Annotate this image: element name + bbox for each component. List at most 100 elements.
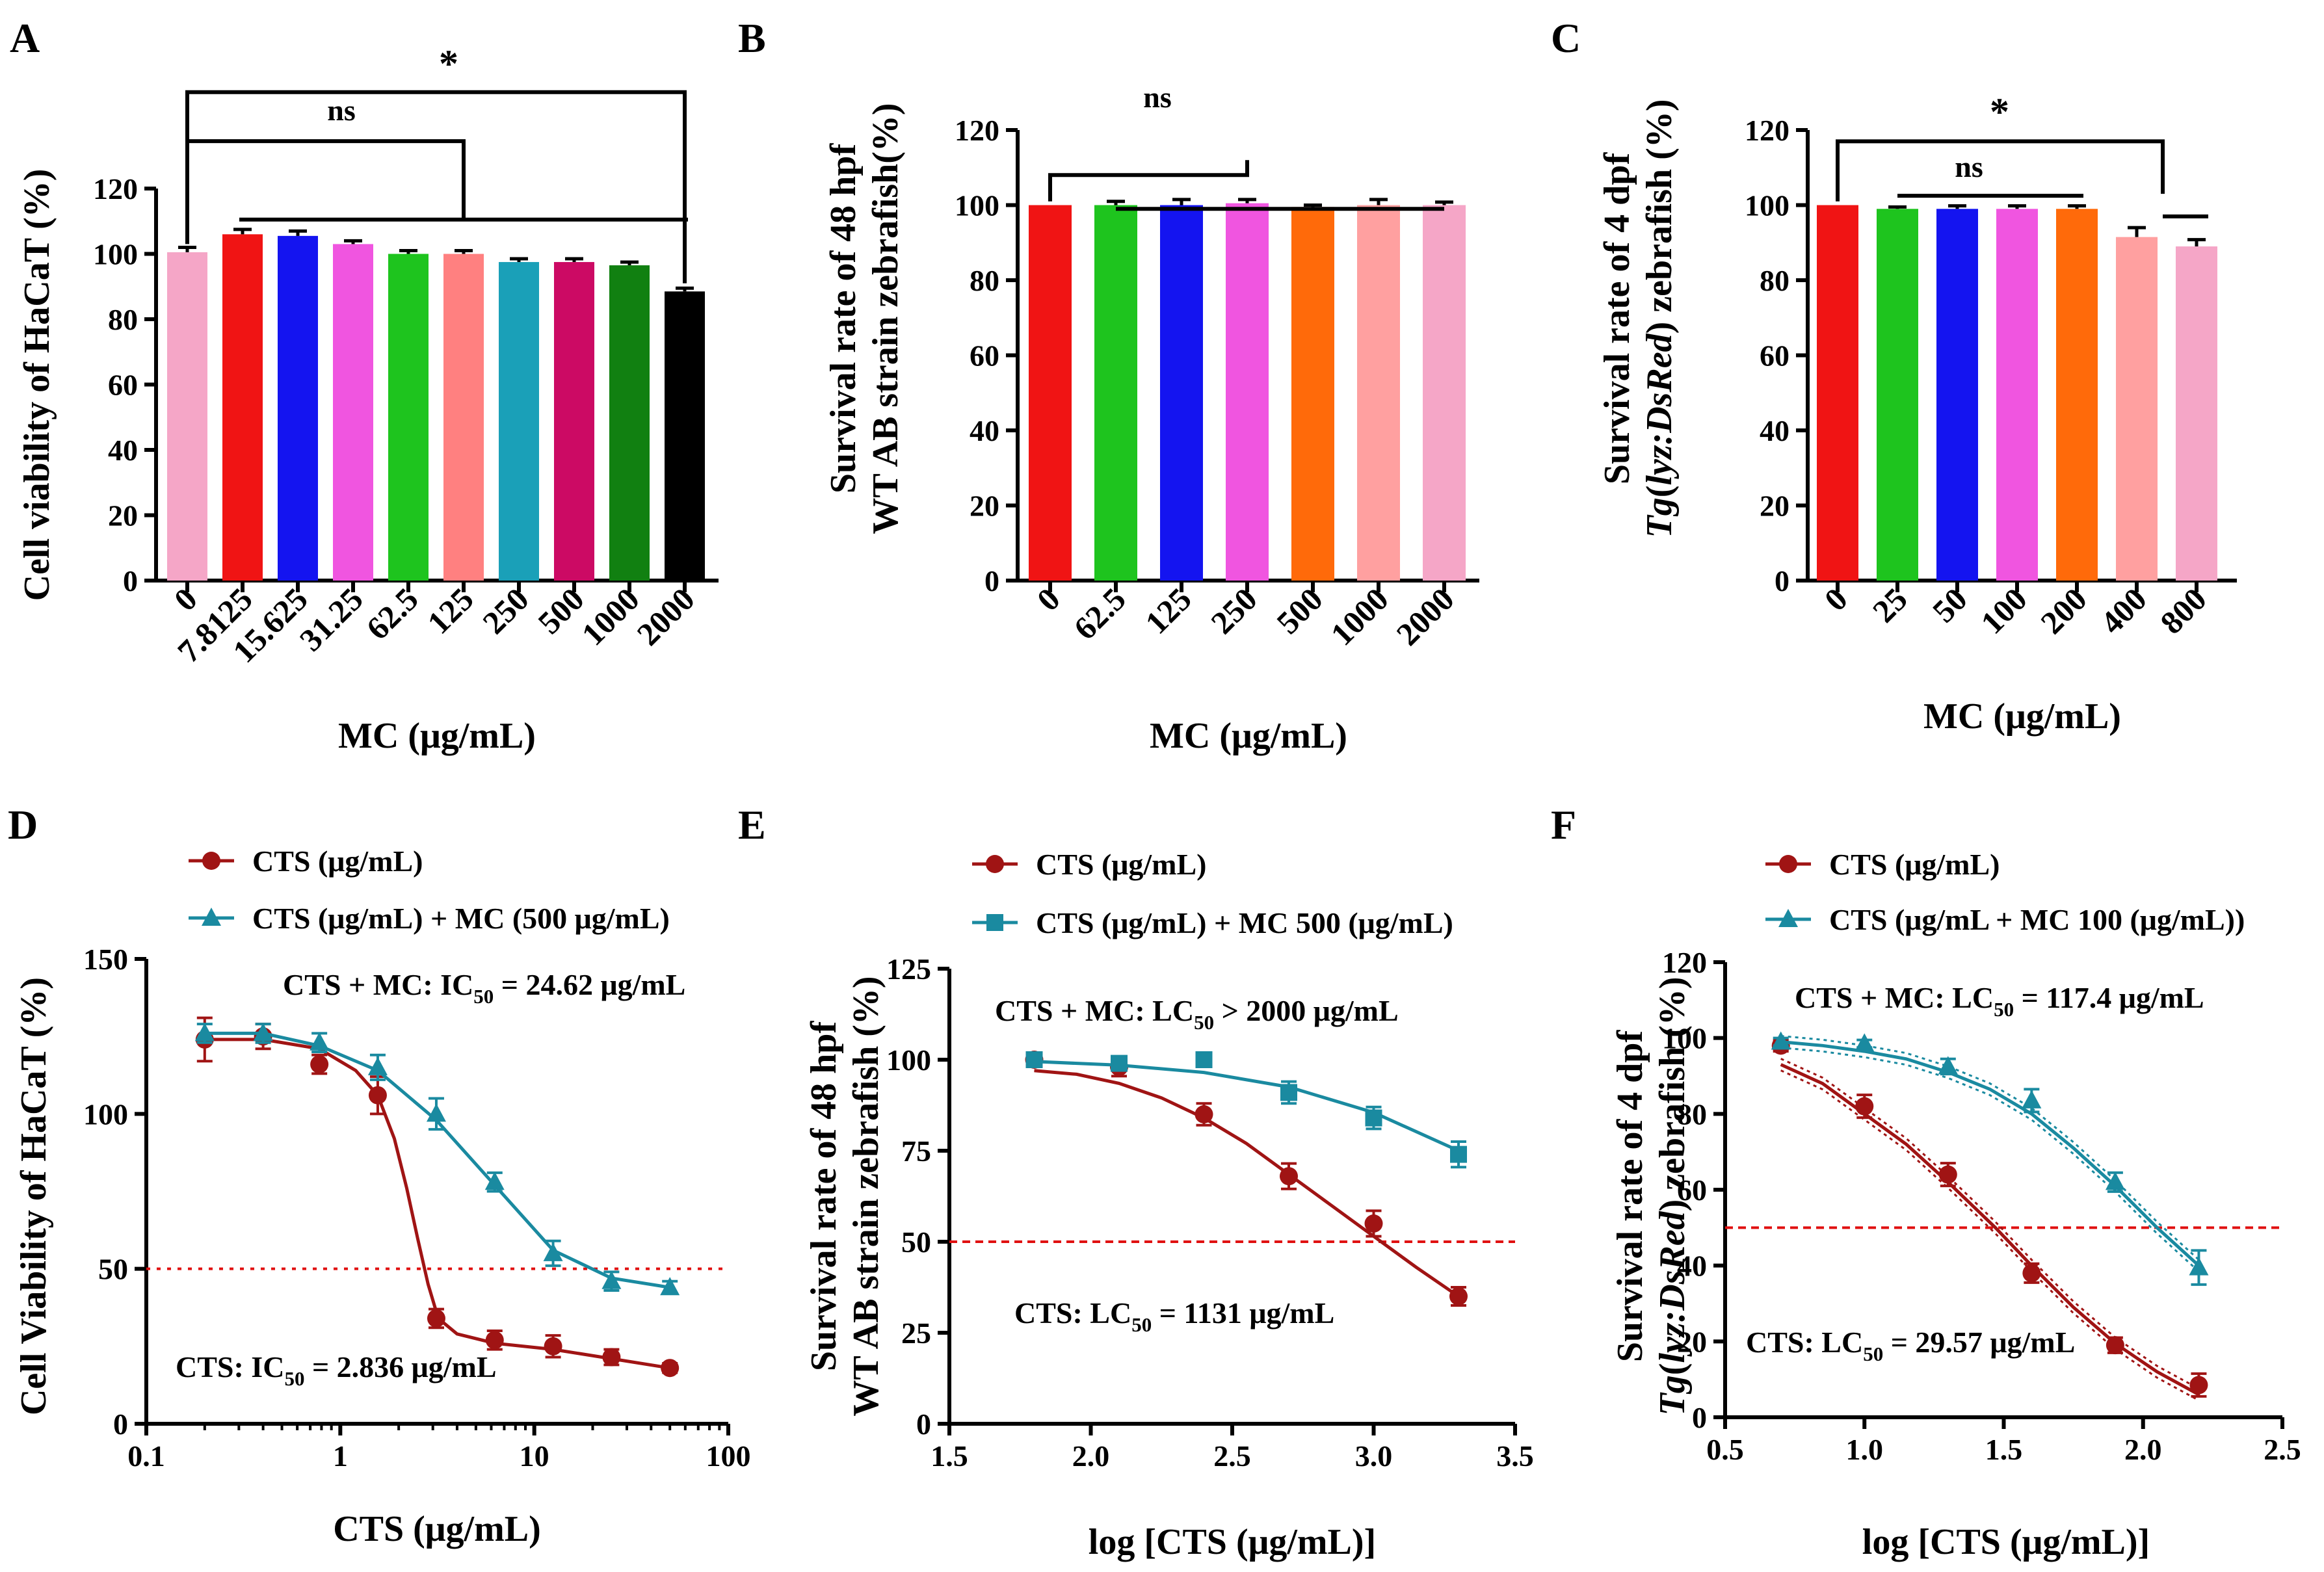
panel-a-bar	[333, 244, 373, 581]
panel-e-y-tick-label: 125	[886, 952, 931, 986]
panel-f-y-label-line1: Survival rate of 4 dpf	[1610, 1030, 1650, 1363]
panel-a-y-tick-label: 80	[108, 303, 138, 336]
panel-f-cts-mc-ci-lower	[1780, 1047, 2200, 1272]
panel-b-y-label-line1: Survival rate of 48 hpf	[823, 143, 864, 494]
panel-d-x-tick-label: 1	[333, 1439, 348, 1473]
panel-f-y-label-line2: Tg(lyz:DsRed) zebrafish (%)	[1652, 977, 1693, 1416]
panel-a-letter: A	[10, 15, 40, 61]
panel-a-bar	[443, 254, 484, 581]
text-span: Tg	[1652, 1375, 1693, 1415]
panel-d-cts-point	[310, 1055, 329, 1074]
panel-e-cts-mc-point	[1280, 1084, 1297, 1101]
panel-d-x-tick-label: 10	[520, 1439, 549, 1473]
panel-f-y-tick-label: 120	[1662, 946, 1707, 979]
panel-b-x-tick-label: 62.5	[1066, 581, 1132, 646]
text-span: Tg	[1639, 497, 1680, 538]
panel-d-cts-mc-point	[601, 1270, 622, 1289]
text-span: = 24.62 μg/mL	[494, 968, 685, 1001]
panel-b-y-tick-label: 60	[970, 339, 999, 373]
panel-f-cts-mc-point	[1855, 1033, 1875, 1052]
panel-f-y-tick-label: 60	[1677, 1173, 1707, 1207]
panel-f-cts-mc-point	[2022, 1090, 2042, 1108]
panel-f-x-tick-label: 1.0	[1846, 1433, 1884, 1466]
text-span: 50	[1131, 1313, 1152, 1336]
panel-f-x-tick-label: 1.5	[1985, 1433, 2023, 1466]
panel-f-cts-mc-point	[1938, 1056, 1958, 1075]
panel-f-cts-point	[2022, 1264, 2041, 1283]
panel-e-letter: E	[738, 802, 766, 848]
text-span: = 29.57 μg/mL	[1883, 1326, 2075, 1359]
panel-d-cts-mc-point	[367, 1056, 388, 1075]
panel-c-x-tick-label: 200	[2033, 581, 2094, 641]
panel-b-ns-label: ns	[1143, 81, 1171, 114]
panel-f-cts-mc-point	[1771, 1031, 1791, 1050]
panel-f-y-tick-label: 0	[1692, 1401, 1707, 1434]
panel-d-x-tick-label: 100	[706, 1439, 751, 1473]
panel-a-y-label: Cell viability of HaCaT (%)	[17, 169, 57, 601]
panel-f-cts-mc-fit-line	[1780, 1040, 2200, 1267]
panel-a-x-tick-label: 2000	[629, 581, 701, 652]
panel-b-bar	[1094, 205, 1137, 581]
panel-e-cts-legend-marker	[986, 855, 1004, 873]
panel-e-cts-mc-point	[1365, 1109, 1382, 1127]
panel-d-letter: D	[8, 802, 38, 848]
panel-f-y-tick-label: 40	[1677, 1250, 1707, 1283]
panel-a-star-label: *	[439, 42, 458, 85]
panel-c-x-label: MC (μg/mL)	[1923, 696, 2121, 737]
panel-c-y-tick-label: 80	[1760, 264, 1789, 297]
panel-d-y-tick-label: 0	[113, 1408, 128, 1441]
panel-e-cts-mc-fit-line	[1034, 1060, 1460, 1153]
panel-c-y-tick-label: 0	[1775, 564, 1789, 597]
panel-e-cts-fit-line	[1034, 1069, 1460, 1298]
text-span: CTS + MC: LC	[995, 994, 1194, 1027]
panel-a-bar	[222, 234, 263, 581]
panel-c-bar	[2056, 209, 2098, 581]
panel-c-x-tick-label: 400	[2093, 581, 2154, 641]
panel-a-bar	[609, 265, 650, 581]
panel-a-x-tick-label: 31.25	[293, 581, 370, 658]
text-span: CTS + MC: IC	[283, 968, 473, 1001]
panel-a-bar	[554, 262, 594, 581]
panel-c-bar	[2116, 237, 2158, 581]
panel-a-ns-bracket	[185, 139, 466, 244]
panel-e-annotation-cts: CTS: LC50 = 1131 μg/mL	[1014, 1296, 1334, 1336]
panel-b-y-tick-label: 40	[970, 414, 999, 447]
panel-d-cts-mc-point	[310, 1032, 330, 1051]
panel-f-letter: F	[1551, 802, 1576, 848]
text-span: (	[1639, 486, 1680, 498]
panel-d-cts-mc-point	[660, 1277, 680, 1296]
panel-c-x-tick-label: 50	[1925, 581, 1974, 629]
panel-d-cts-mc-point	[194, 1023, 215, 1041]
panel-d-cts-fit-line	[204, 1038, 670, 1370]
panel-e-cts-legend-label: CTS (μg/mL)	[1036, 848, 1206, 881]
panel-e-cts-mc-point	[1111, 1055, 1128, 1072]
panel-e-cts-point	[1449, 1287, 1468, 1305]
panel-a-x-tick-label: 125	[420, 581, 481, 641]
panel-e-y-label-line2: WT AB strain zebrafish (%)	[846, 976, 886, 1416]
panel-d-cts-point	[427, 1309, 445, 1328]
panel-d-cts-mc-fit-line	[204, 1031, 670, 1289]
panel-b-x-tick-label: 2000	[1389, 581, 1460, 652]
panel-d-cts-mc-point	[543, 1242, 563, 1261]
panel-e-annotation-cts-mc: CTS + MC: LC50 > 2000 μg/mL	[995, 994, 1399, 1034]
panel-e-y-tick-label: 25	[901, 1317, 931, 1350]
panel-b-bar	[1160, 205, 1203, 581]
panel-f-cts-mc-point	[2189, 1257, 2209, 1276]
panel-f-y-tick-label: 20	[1677, 1325, 1707, 1358]
panel-c-bar	[1996, 209, 2038, 581]
panel-f-y-tick-label: 100	[1662, 1022, 1707, 1055]
panel-c-y-label-line2: Tg(lyz:DsRed) zebrafish (%)	[1639, 99, 1680, 538]
panel-c-bar	[1936, 209, 1978, 581]
panel-f-cts-point	[2106, 1336, 2124, 1355]
panel-d-cts-point	[485, 1331, 504, 1350]
text-span: 50	[1994, 998, 2014, 1021]
panel-b-y-tick-label: 20	[970, 490, 999, 523]
panel-d-x-label: CTS (μg/mL)	[333, 1509, 541, 1549]
panel-a-x-tick-label: 1000	[574, 581, 646, 652]
text-span: > 2000 μg/mL	[1214, 994, 1399, 1027]
panel-f-cts-mc-point	[2105, 1172, 2125, 1190]
panel-f-x-label: log [CTS (μg/mL)]	[1862, 1522, 2150, 1562]
panel-b-x-tick-label: 125	[1138, 581, 1198, 641]
panel-f-x-tick-label: 0.5	[1706, 1433, 1744, 1466]
panel-b-x-label: MC (μg/mL)	[1150, 716, 1347, 756]
